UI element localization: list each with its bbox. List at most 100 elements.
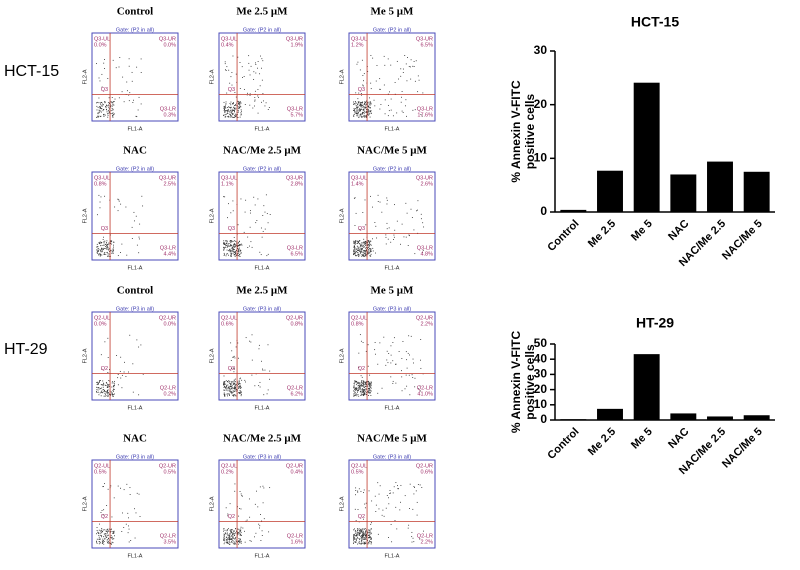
event-dot [407, 245, 409, 246]
event-dot [224, 539, 226, 541]
event-dot [111, 250, 113, 252]
event-dot [134, 537, 136, 539]
event-dot [240, 252, 242, 254]
event-dot [223, 249, 225, 251]
event-dot [396, 528, 398, 530]
event-dot [107, 244, 109, 246]
event-dot [361, 116, 363, 118]
event-dot [104, 240, 106, 242]
event-dot [224, 106, 226, 108]
event-dot [234, 394, 236, 396]
event-dot [359, 108, 361, 110]
event-dot [255, 222, 257, 224]
event-dot [234, 390, 236, 392]
quadrant-value: 0.5% [351, 469, 364, 475]
event-dot [128, 58, 130, 60]
event-dot [104, 533, 106, 535]
event-dot [390, 109, 392, 111]
event-dot [101, 384, 103, 386]
event-dot [101, 390, 103, 392]
panel-title: NAC/Me 5 μM [357, 145, 427, 157]
event-dot [237, 242, 239, 244]
event-dot [364, 102, 365, 104]
event-dot [103, 252, 105, 254]
event-dot [365, 241, 367, 243]
event-dot [361, 113, 363, 114]
event-dot [228, 110, 230, 112]
event-dot [108, 108, 110, 110]
event-dot [108, 538, 109, 540]
event-dot [359, 538, 361, 540]
event-dot [107, 372, 109, 373]
event-dot [369, 250, 371, 251]
event-dot [361, 383, 363, 385]
event-dot [369, 103, 371, 105]
event-dot [359, 254, 361, 256]
event-dot [265, 102, 267, 104]
event-dot [258, 96, 260, 98]
event-dot [230, 244, 232, 246]
event-dot [110, 537, 112, 539]
event-dot [259, 386, 261, 388]
event-dot [237, 251, 239, 253]
event-dot [228, 381, 230, 383]
event-dot [353, 395, 355, 397]
event-dot [234, 381, 236, 383]
event-dot [410, 335, 412, 337]
event-dot [233, 530, 235, 532]
event-dot [99, 380, 100, 382]
event-dot [370, 532, 372, 534]
event-dot [353, 242, 354, 244]
event-dot [112, 116, 113, 118]
event-dot [238, 386, 240, 388]
event-dot [363, 543, 365, 545]
event-dot [373, 99, 375, 101]
event-dot [223, 109, 225, 111]
event-dot [223, 530, 224, 532]
event-dot [369, 255, 371, 257]
event-dot [357, 528, 358, 530]
event-dot [368, 387, 370, 389]
event-dot [121, 374, 123, 376]
event-dot [361, 390, 363, 392]
event-dot [107, 253, 109, 255]
event-dot [257, 61, 259, 62]
event-dot [360, 384, 362, 386]
event-dot [355, 102, 357, 104]
event-dot [397, 485, 398, 487]
event-dot [366, 101, 368, 102]
event-dot [231, 112, 232, 114]
event-dot [113, 244, 114, 246]
event-dot [356, 115, 358, 117]
event-dot [96, 386, 98, 388]
event-dot [113, 382, 115, 384]
event-dot [388, 503, 390, 505]
event-dot [370, 383, 372, 385]
event-dot [362, 382, 364, 384]
event-dot [357, 106, 358, 108]
event-dot [249, 104, 251, 106]
event-dot [97, 116, 99, 118]
event-dot [414, 386, 416, 388]
event-dot [237, 543, 239, 545]
event-dot [362, 380, 364, 382]
event-dot [233, 387, 235, 389]
quadrant-value: 41.0% [417, 391, 433, 397]
event-dot [123, 101, 125, 103]
event-dot [230, 107, 232, 109]
event-dot [239, 542, 241, 544]
event-dot [269, 214, 271, 215]
event-dot [234, 382, 236, 384]
event-dot [111, 105, 113, 107]
event-dot [107, 530, 109, 532]
event-dot [230, 110, 232, 112]
event-dot [369, 383, 371, 384]
event-dot [240, 531, 242, 533]
event-dot [240, 244, 242, 246]
event-dot [125, 523, 127, 525]
event-dot [369, 386, 371, 388]
event-dot [231, 539, 233, 541]
event-dot [102, 247, 104, 249]
event-dot [111, 252, 113, 254]
event-dot [358, 116, 360, 118]
